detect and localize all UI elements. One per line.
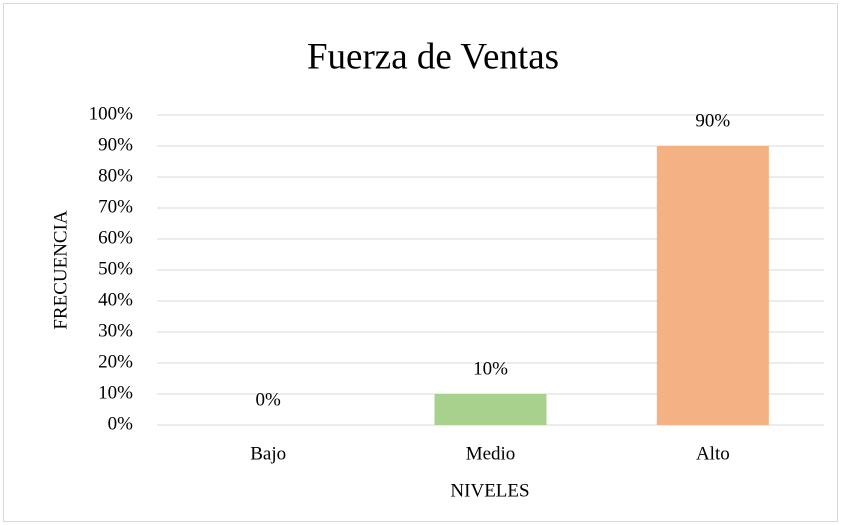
y-tick-label: 0% (108, 413, 134, 434)
y-tick-label: 50% (98, 258, 133, 279)
y-tick-label: 90% (98, 134, 133, 155)
y-axis-label: FRECUENCIA (50, 210, 71, 330)
bar (656, 146, 769, 425)
y-tick-label: 10% (98, 382, 133, 403)
y-tick-label: 20% (98, 351, 133, 372)
chart-title: Fuerza de Ventas (307, 36, 559, 77)
y-tick-label: 80% (98, 165, 133, 186)
x-tick-label: Bajo (250, 443, 286, 464)
y-tick-label: 60% (98, 227, 133, 248)
data-label: 90% (695, 110, 730, 131)
y-tick-label: 100% (89, 103, 134, 124)
data-label: 10% (473, 358, 508, 379)
x-tick-label: Alto (696, 443, 730, 464)
y-tick-label: 30% (98, 320, 133, 341)
y-tick-label: 70% (98, 196, 133, 217)
bar (434, 394, 547, 425)
x-axis-label: NIVELES (450, 480, 529, 501)
data-label: 0% (256, 389, 282, 410)
x-tick-label: Medio (466, 443, 516, 464)
y-tick-label: 40% (98, 289, 133, 310)
